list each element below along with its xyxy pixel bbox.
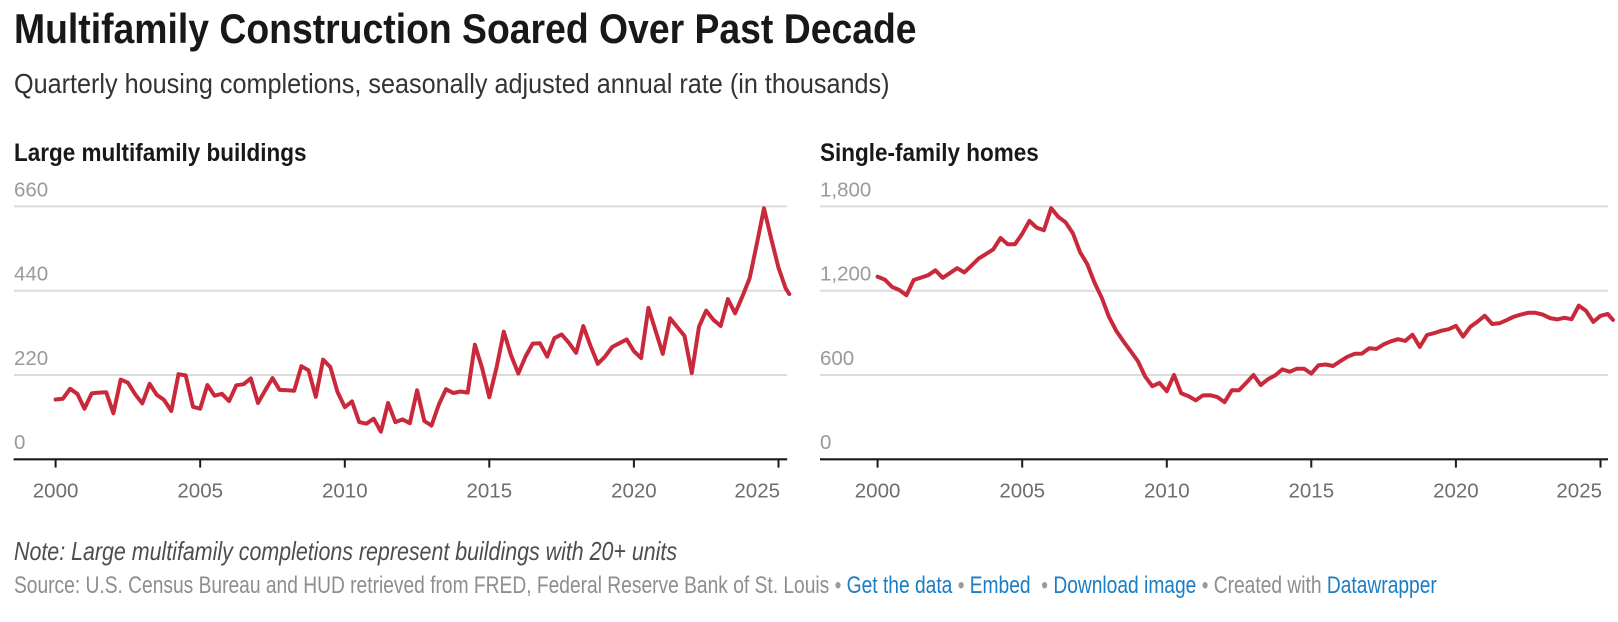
svg-text:0: 0 <box>14 431 25 454</box>
svg-text:660: 660 <box>14 178 48 201</box>
svg-text:2010: 2010 <box>322 479 368 502</box>
svg-text:1,800: 1,800 <box>820 178 871 201</box>
svg-text:2025: 2025 <box>1556 479 1602 502</box>
svg-text:440: 440 <box>14 263 48 286</box>
svg-text:2010: 2010 <box>1144 479 1190 502</box>
svg-text:600: 600 <box>820 347 854 370</box>
svg-text:2000: 2000 <box>855 479 901 502</box>
svg-text:2015: 2015 <box>1288 479 1334 502</box>
svg-text:2020: 2020 <box>1433 479 1479 502</box>
svg-text:2025: 2025 <box>734 479 780 502</box>
svg-text:2020: 2020 <box>611 479 657 502</box>
svg-text:2015: 2015 <box>466 479 512 502</box>
svg-text:2005: 2005 <box>177 479 223 502</box>
svg-text:2005: 2005 <box>999 479 1045 502</box>
svg-text:2000: 2000 <box>33 479 79 502</box>
svg-text:1,200: 1,200 <box>820 263 871 286</box>
svg-text:220: 220 <box>14 347 48 370</box>
svg-text:0: 0 <box>820 431 831 454</box>
